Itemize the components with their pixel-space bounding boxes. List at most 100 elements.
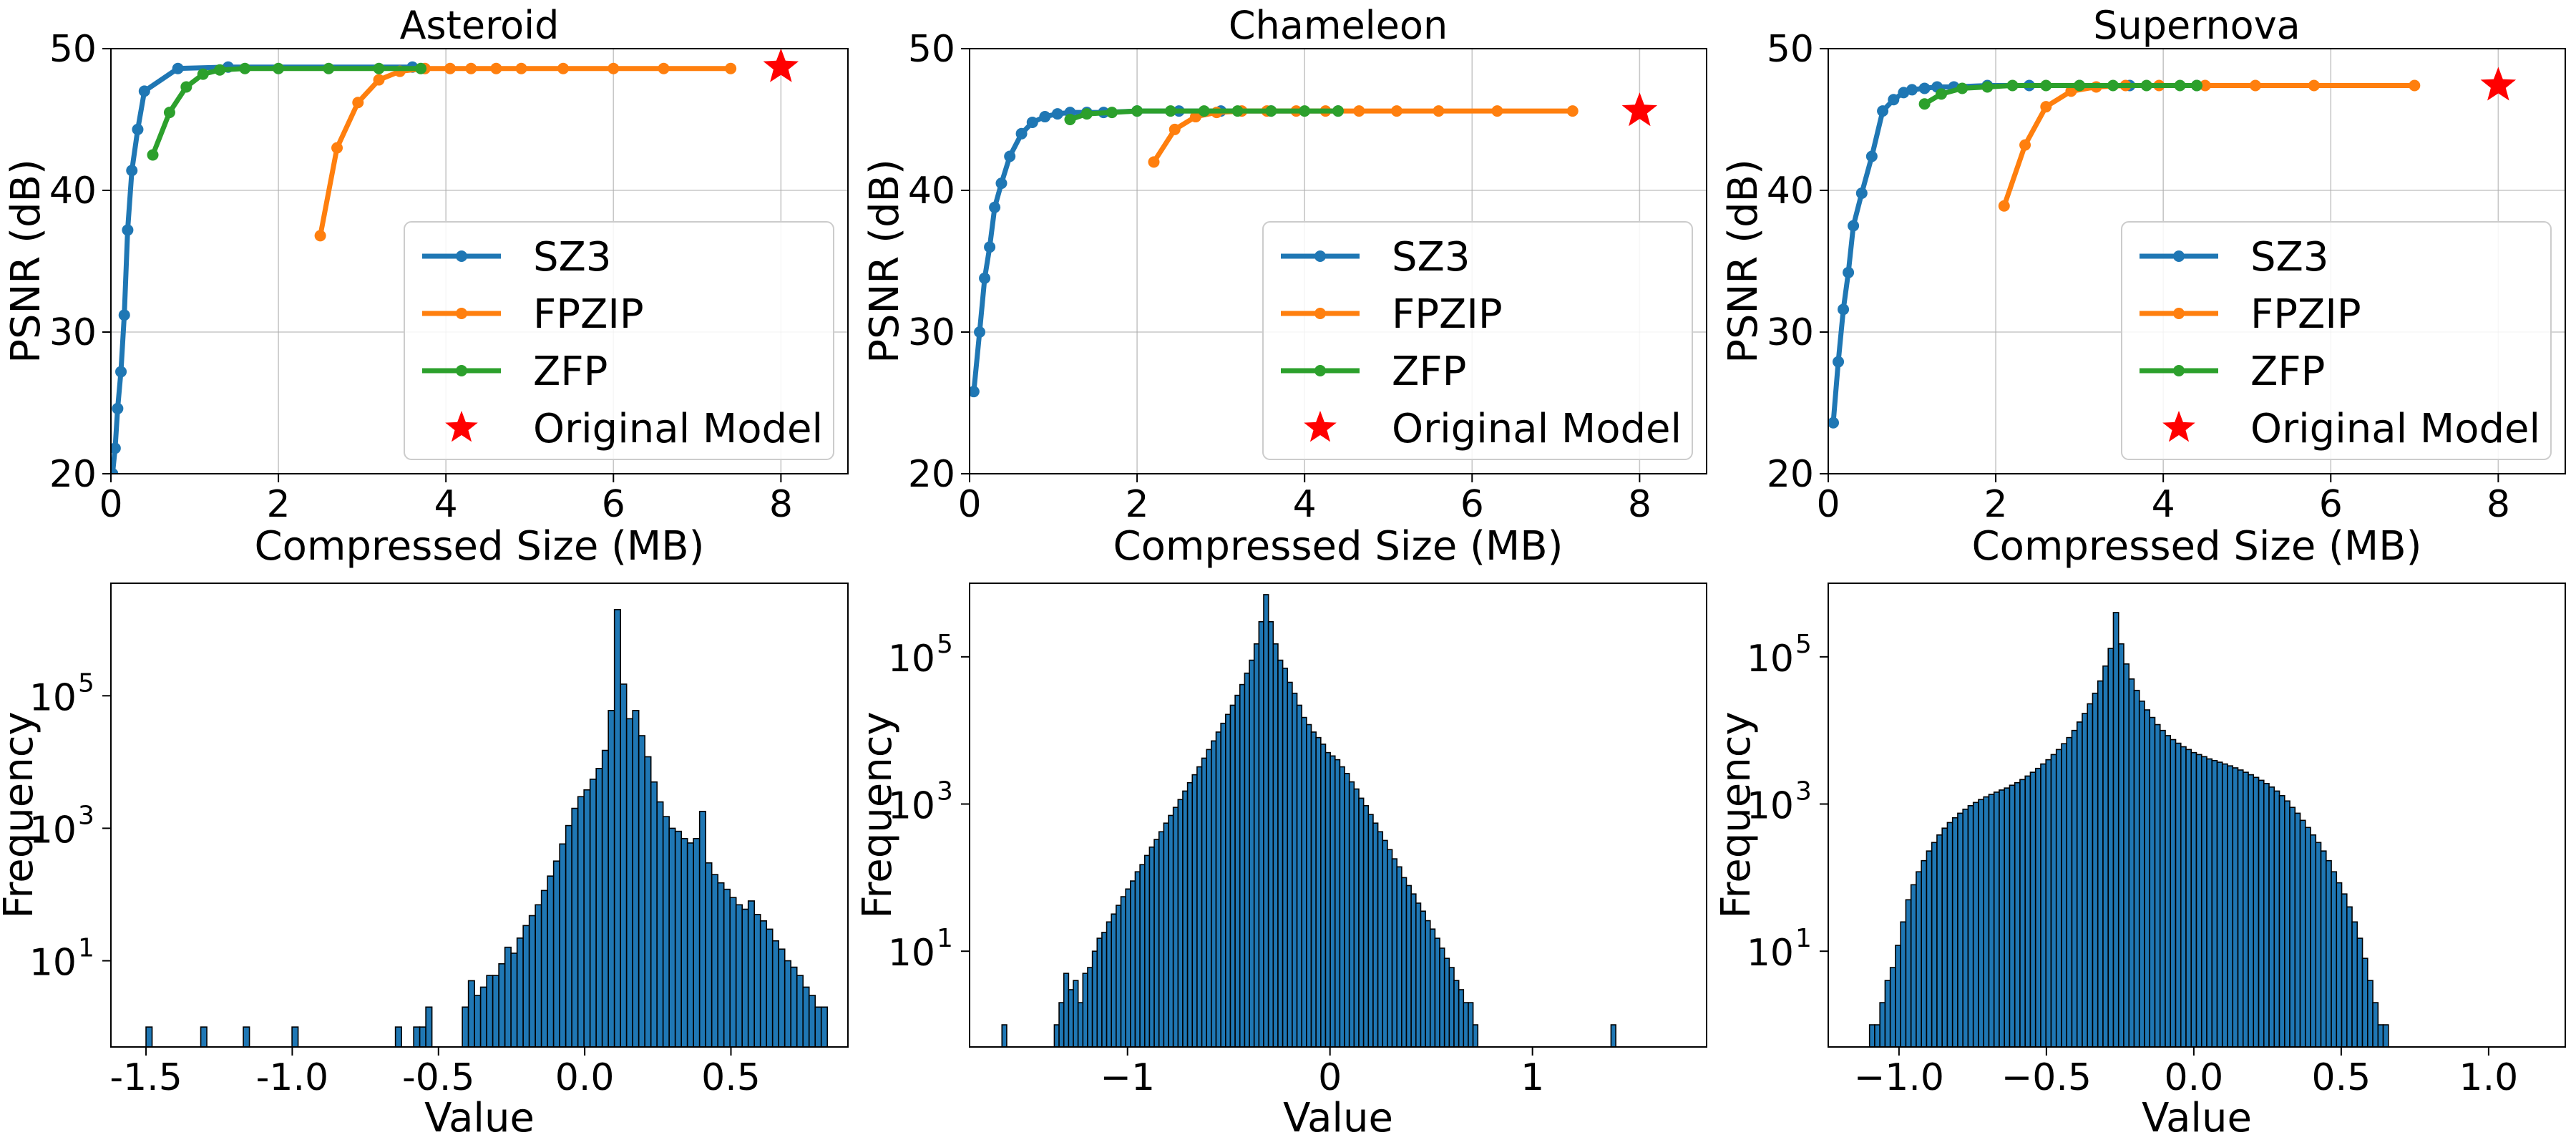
histogram-bar xyxy=(1096,937,1103,1048)
data-point xyxy=(1004,150,1016,162)
histogram-bar xyxy=(2185,749,2192,1048)
data-point xyxy=(2199,79,2211,92)
histogram-bar xyxy=(662,816,670,1048)
histogram-bar xyxy=(2310,834,2317,1048)
histogram-bar xyxy=(1884,980,1891,1048)
histogram-bar xyxy=(1301,716,1307,1048)
legend-point-marker xyxy=(1314,365,1326,376)
y-tick-label: 40 xyxy=(1767,170,1814,213)
data-point xyxy=(1039,111,1051,123)
histogram-bar xyxy=(790,966,798,1048)
histogram-bar xyxy=(2154,723,2161,1048)
data-point xyxy=(1865,150,1878,162)
axes-frame xyxy=(969,48,1707,474)
histogram-bar xyxy=(1993,791,2000,1048)
y-tick-label: 50 xyxy=(49,28,97,71)
histogram-bar xyxy=(2382,1024,2389,1048)
x-axis-label: Compressed Size (MB) xyxy=(254,523,704,570)
x-tick-label: 0.5 xyxy=(701,1056,761,1099)
histogram-bar xyxy=(1172,807,1179,1048)
x-tick-label: 2 xyxy=(1984,483,2008,526)
data-point xyxy=(979,272,991,284)
series-line-zfp xyxy=(1069,108,1338,122)
histogram-bar xyxy=(1926,850,1933,1048)
histogram-bar xyxy=(820,1006,829,1048)
data-point xyxy=(1843,266,1855,278)
histogram-bar xyxy=(2087,703,2094,1048)
histogram-bar xyxy=(486,975,494,1048)
data-point xyxy=(1169,123,1181,135)
data-point xyxy=(163,107,175,119)
data-point xyxy=(1566,105,1579,117)
histogram-bar xyxy=(1215,731,1221,1048)
x-tick-label: 1.0 xyxy=(2459,1056,2519,1099)
data-point xyxy=(1956,82,1968,94)
legend-entry-sz3: SZ3 xyxy=(533,234,612,281)
histogram-bar xyxy=(2138,700,2145,1048)
data-point xyxy=(1231,105,1244,117)
y-axis-label: PSNR (dB) xyxy=(1720,159,1767,364)
data-point xyxy=(1390,105,1402,117)
histogram-bar xyxy=(1946,822,1953,1048)
data-point xyxy=(989,201,1001,213)
histogram-bar xyxy=(1139,864,1146,1048)
data-point xyxy=(1491,105,1503,117)
histogram-bar xyxy=(1415,902,1422,1048)
data-point xyxy=(2107,79,2119,92)
y-tick-exponent: 3 xyxy=(1795,777,1812,807)
y-tick-label: 10 xyxy=(888,638,935,681)
data-point xyxy=(1131,105,1143,117)
histogram-bar xyxy=(1377,831,1384,1048)
y-tick-exponent: 5 xyxy=(937,630,953,659)
data-point xyxy=(2040,79,2052,92)
histogram-bar xyxy=(1382,839,1388,1048)
histogram-bar xyxy=(1130,880,1136,1048)
histogram-bar xyxy=(1091,950,1098,1048)
histogram-bar xyxy=(1962,808,1969,1048)
histogram-bar xyxy=(2356,937,2363,1048)
legend-point-marker xyxy=(2173,250,2185,262)
legend-entry-fpzip: FPZIP xyxy=(1392,291,1503,338)
data-point xyxy=(1026,116,1038,128)
histogram-bar xyxy=(747,900,755,1048)
histogram-bar xyxy=(802,986,810,1048)
data-point xyxy=(331,142,343,154)
original-model-star xyxy=(763,48,799,82)
data-point xyxy=(111,442,121,454)
legend-box xyxy=(1262,221,1693,460)
y-tick-label: 10 xyxy=(888,785,935,828)
histogram-bar xyxy=(1087,967,1093,1048)
histogram-bar xyxy=(620,683,628,1048)
histogram-bar xyxy=(1410,893,1417,1048)
legend-point-marker xyxy=(2173,365,2185,376)
y-tick-label: 10 xyxy=(1747,785,1794,828)
histogram-bar xyxy=(705,862,713,1048)
data-point xyxy=(1888,94,1900,106)
histogram-bar xyxy=(1282,667,1289,1048)
histogram-bar xyxy=(583,789,591,1048)
data-point xyxy=(2308,79,2320,92)
histogram-bar xyxy=(2082,713,2089,1048)
legend-point-marker xyxy=(1314,250,1326,262)
histogram-bar xyxy=(2170,739,2177,1048)
histogram-bar xyxy=(462,1006,469,1048)
data-point xyxy=(1106,107,1118,119)
histogram-bar xyxy=(686,842,694,1048)
histogram-bar xyxy=(2117,643,2124,1048)
legend-point-marker xyxy=(456,250,467,262)
data-point xyxy=(557,62,570,74)
histogram-bar xyxy=(547,875,555,1048)
x-axis-label: Compressed Size (MB) xyxy=(1971,523,2421,570)
histogram-bar xyxy=(1439,947,1445,1048)
x-tick-label: 2 xyxy=(1126,483,1149,526)
histogram-bar xyxy=(2009,784,2016,1048)
histogram-bar xyxy=(1344,773,1350,1048)
histogram-bar xyxy=(419,1026,426,1048)
histogram-bar xyxy=(1068,989,1074,1048)
histogram-bar xyxy=(1472,1024,1479,1048)
data-point xyxy=(970,386,980,398)
legend-point-marker xyxy=(1314,308,1326,319)
data-point xyxy=(214,64,226,76)
histogram-bar xyxy=(1353,788,1360,1048)
histogram-bar xyxy=(2128,678,2135,1048)
